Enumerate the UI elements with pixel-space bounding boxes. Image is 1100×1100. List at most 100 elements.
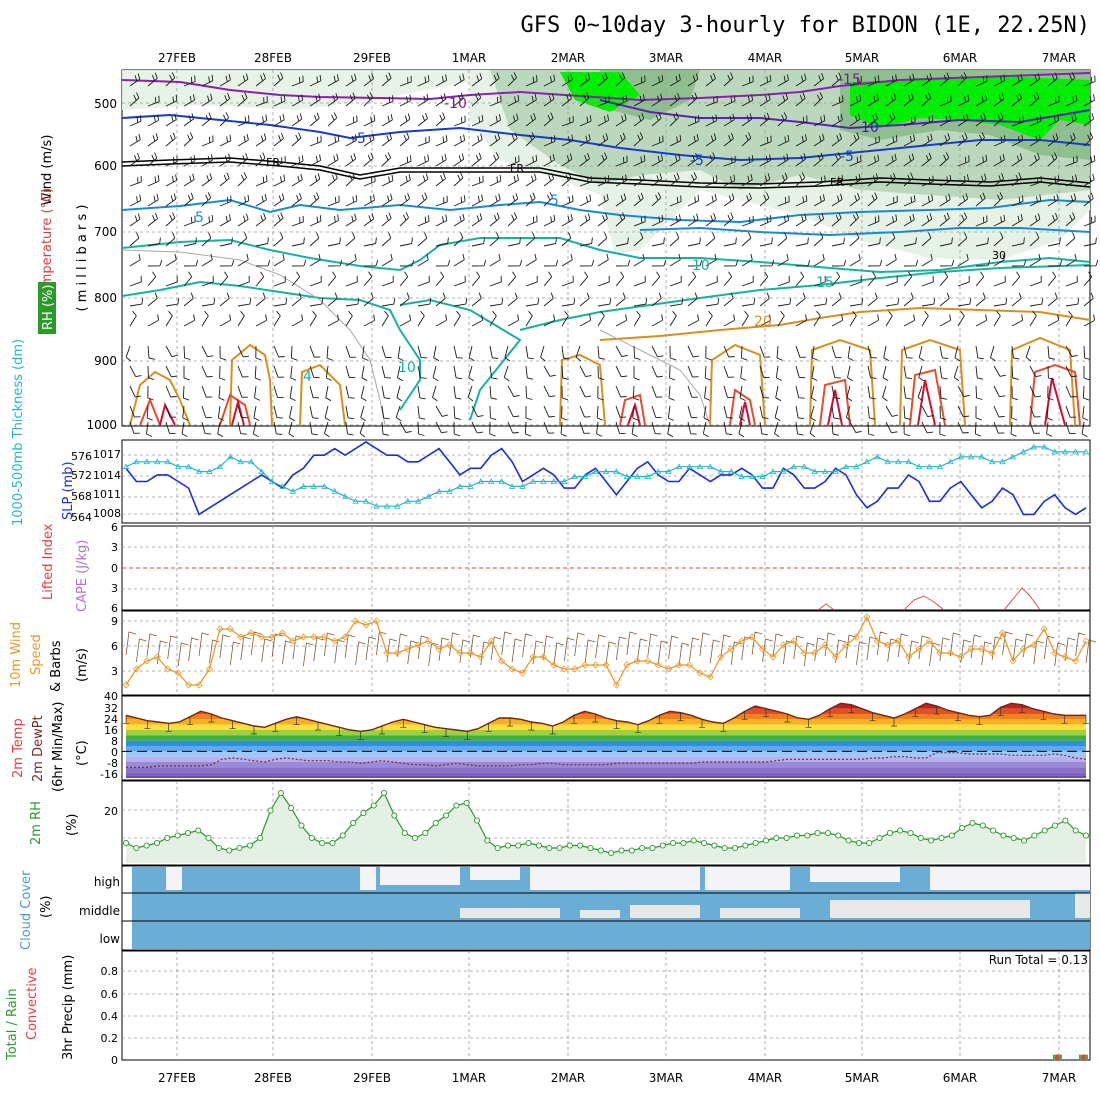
wind10m-point xyxy=(915,645,923,653)
minmax-marker xyxy=(1061,715,1068,724)
rh2m-point xyxy=(339,832,346,839)
thickness-point xyxy=(842,463,850,470)
thickness-point xyxy=(675,463,683,470)
slp-grid xyxy=(122,440,1090,523)
thickness-point xyxy=(686,463,693,470)
thickness-point xyxy=(717,468,724,475)
rh2m-point xyxy=(1031,832,1038,839)
contour-label: 5 xyxy=(195,210,204,226)
rh2m-point xyxy=(453,802,460,809)
precip-grid xyxy=(122,951,1090,1060)
y-label-rh: RH (%) xyxy=(41,285,56,330)
rh2m-point xyxy=(855,839,862,847)
minmax-marker xyxy=(805,719,812,728)
thickness-point xyxy=(206,468,213,475)
rh2m-point xyxy=(721,844,728,852)
rh2m-point xyxy=(948,832,955,839)
y-label-temp: Temperature (°C) xyxy=(40,188,55,301)
thickness-point xyxy=(1030,443,1038,450)
rh2m-panel: 20 2m RH (%) xyxy=(29,780,1091,866)
thickness-point xyxy=(508,483,516,489)
minmax-marker xyxy=(293,716,300,726)
temperature-panel: 40 32 24 16 8 0 -8 -16 2m Temp 2m DewPt … xyxy=(11,690,1091,792)
minmax-marker xyxy=(912,708,919,718)
date-label: 5MAR xyxy=(845,51,880,65)
level-label: 600 xyxy=(94,159,117,173)
rh2m-point xyxy=(701,839,708,847)
thickness-point xyxy=(884,458,891,465)
rh2m-area xyxy=(126,793,1086,863)
thickness-point xyxy=(540,478,547,484)
wind10m-point xyxy=(529,653,537,661)
rh2m-point xyxy=(752,839,759,847)
wind10m-point xyxy=(435,645,443,653)
minmax-marker xyxy=(549,726,556,735)
date-label: 3MAR xyxy=(649,51,684,65)
rh2m-point xyxy=(360,809,367,817)
temp-band xyxy=(126,775,1086,778)
wind10m-point xyxy=(852,633,861,641)
temp-band xyxy=(126,767,1086,773)
date-label: 29FEB xyxy=(353,51,391,65)
wind10m-point xyxy=(132,665,141,673)
rh2m-point xyxy=(793,832,801,839)
minmax-marker xyxy=(741,711,748,720)
wind10m-point xyxy=(602,661,610,669)
cloud-gap xyxy=(166,867,182,890)
rh2m-point xyxy=(1010,834,1017,842)
top-date-axis: 27FEB 28FEB 29FEB 1MAR 2MAR 3MAR 4MAR 5MAR 6MAR 7… xyxy=(158,51,1076,65)
date-label: 28FEB xyxy=(254,51,292,65)
rh2m-point xyxy=(690,837,697,844)
rh2m-point xyxy=(969,819,976,827)
wind10m-point xyxy=(685,661,694,669)
thickness-point xyxy=(957,453,964,460)
date-label: 2MAR xyxy=(551,51,586,65)
precip-bars xyxy=(1053,1054,1088,1060)
wind10m-point xyxy=(1072,657,1080,665)
minmax-marker xyxy=(528,722,535,731)
temp-line xyxy=(125,702,1086,733)
upper-wind-barbs xyxy=(125,72,1099,438)
thickness-point xyxy=(352,497,359,504)
thickness-point xyxy=(321,483,328,489)
minmax-marker xyxy=(1019,704,1025,714)
date-label: 4MAR xyxy=(748,51,783,65)
rh2m-point xyxy=(411,834,419,842)
level-label: 900 xyxy=(94,354,117,368)
rh2m-point xyxy=(804,832,811,839)
thickness-point xyxy=(425,492,432,499)
wind10m-point xyxy=(623,661,631,669)
rh-tick: 20 xyxy=(104,805,118,818)
cloud-gap xyxy=(530,867,700,890)
thickness-point xyxy=(905,458,912,465)
wind10m-point xyxy=(1061,653,1069,661)
thickness-point xyxy=(780,468,787,475)
contour-line xyxy=(121,249,711,426)
contour-label: -5 xyxy=(690,153,704,169)
wind10m-line xyxy=(125,615,1087,687)
thickness-point xyxy=(602,468,610,475)
thickness-point xyxy=(968,453,975,460)
thickness-point xyxy=(404,497,411,504)
thickness-point xyxy=(581,473,589,479)
minmax-marker xyxy=(229,720,236,730)
thickness-point xyxy=(801,463,808,470)
minmax-marker xyxy=(315,722,321,731)
y-label-temp2m: 2m Temp xyxy=(11,718,26,778)
wind10m-point xyxy=(644,657,652,665)
wind10m-point xyxy=(591,661,600,669)
date-label: 2MAR xyxy=(551,1071,586,1085)
cloud-gap xyxy=(1075,893,1090,918)
minmax-marker xyxy=(720,723,727,732)
y-label-wind: Wind (m/s) xyxy=(40,135,55,206)
thickness-point xyxy=(498,478,505,484)
wind10m-point xyxy=(633,657,641,665)
wind10m-point xyxy=(821,641,829,649)
thickness-point xyxy=(1020,448,1027,455)
thickness-point xyxy=(915,463,923,470)
wind10m-point xyxy=(456,649,464,657)
thickness-point xyxy=(154,458,161,465)
cloud-row-label: low xyxy=(100,932,121,946)
rh2m-point xyxy=(783,834,790,842)
